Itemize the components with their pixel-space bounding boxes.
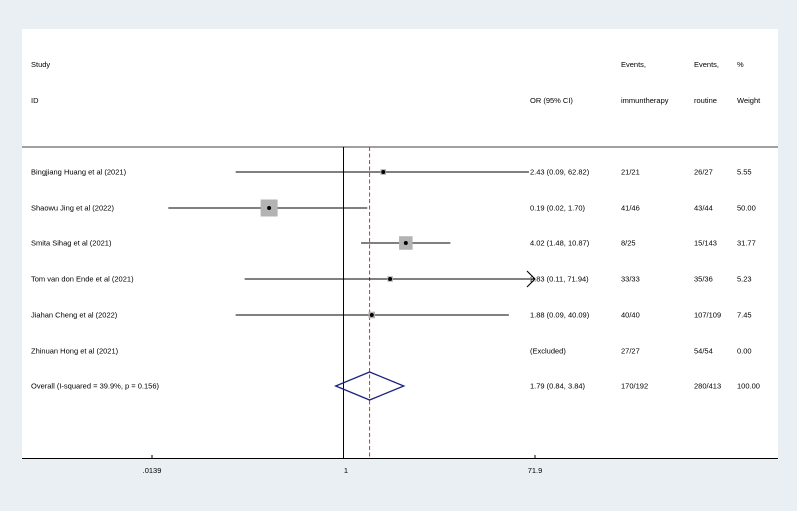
header-events-routine-2: routine bbox=[694, 96, 717, 105]
overall-diamond bbox=[334, 371, 406, 401]
x-tick-label: 71.9 bbox=[527, 466, 543, 475]
or-ci-value: 2.43 (0.09, 62.82) bbox=[530, 168, 590, 177]
overall-events-routine: 280/413 bbox=[694, 382, 721, 391]
events-routine-value: 107/109 bbox=[694, 311, 721, 320]
weight-value: 31.77 bbox=[737, 239, 756, 248]
events-immuno-value: 33/33 bbox=[621, 275, 640, 284]
forest-rows: Bingjiang Huang et al (2021) 2.43 (0.09, … bbox=[31, 168, 760, 391]
header-or-ci: OR (95% CI) bbox=[530, 96, 573, 105]
point-estimate bbox=[369, 313, 374, 317]
events-routine-value: 43/44 bbox=[694, 204, 713, 213]
forest-plot-panel: Study ID OR (95% CI) Events, immuntherap… bbox=[22, 29, 778, 459]
study-label: Smita Sihag et al (2021) bbox=[31, 239, 112, 248]
weight-value: 50.00 bbox=[737, 204, 756, 213]
events-routine-value: 54/54 bbox=[694, 347, 713, 356]
overall-events-immuno: 170/192 bbox=[621, 382, 648, 391]
header-events-immuno-1: Events, bbox=[621, 60, 646, 69]
point-estimate bbox=[388, 277, 393, 281]
header-study: Study bbox=[31, 60, 50, 69]
header-id: ID bbox=[31, 96, 39, 105]
events-immuno-value: 41/46 bbox=[621, 204, 640, 213]
weight-value: 5.55 bbox=[737, 168, 752, 177]
study-label: Zhinuan Hong et al (2021) bbox=[31, 347, 119, 356]
events-immuno-value: 27/27 bbox=[621, 347, 640, 356]
header-weight-2: Weight bbox=[737, 96, 761, 105]
overall-label: Overall (I-squared = 39.9%, p = 0.156) bbox=[31, 382, 159, 391]
point-estimate bbox=[403, 241, 408, 245]
overall-or-ci-value: 1.79 (0.84, 3.84) bbox=[530, 382, 586, 391]
study-label: Tom van don Ende et al (2021) bbox=[31, 275, 134, 284]
weight-value: 5.23 bbox=[737, 275, 752, 284]
or-ci-value: 1.88 (0.09, 40.09) bbox=[530, 311, 590, 320]
or-ci-value: 4.02 (1.48, 10.87) bbox=[530, 239, 590, 248]
header-events-routine-1: Events, bbox=[694, 60, 719, 69]
weight-value: 7.45 bbox=[737, 311, 752, 320]
x-tick-label: 1 bbox=[343, 466, 349, 475]
ci-arrow bbox=[526, 270, 536, 288]
or-ci-value: 0.19 (0.02, 1.70) bbox=[530, 204, 586, 213]
table-header: Study ID OR (95% CI) Events, immuntherap… bbox=[31, 60, 761, 105]
x-tick-labels: .0139 1 71.9 bbox=[22, 466, 778, 480]
weight-value: 0.00 bbox=[737, 347, 752, 356]
events-routine-value: 35/36 bbox=[694, 275, 713, 284]
events-routine-value: 15/143 bbox=[694, 239, 717, 248]
x-axis bbox=[22, 455, 778, 459]
or-ci-value: 2.83 (0.11, 71.94) bbox=[530, 275, 589, 284]
header-weight-1: % bbox=[737, 60, 744, 69]
or-ci-value: (Excluded) bbox=[530, 347, 566, 356]
events-immuno-value: 40/40 bbox=[621, 311, 640, 320]
study-label: Jiahan Cheng et al (2022) bbox=[31, 311, 118, 320]
overall-weight-value: 100.00 bbox=[737, 382, 760, 391]
events-immuno-value: 8/25 bbox=[621, 239, 636, 248]
forest-plot: Study ID OR (95% CI) Events, immuntherap… bbox=[22, 60, 778, 459]
study-label: Shaowu Jing et al (2022) bbox=[31, 204, 114, 213]
x-tick-label: .0139 bbox=[142, 466, 162, 475]
forest-marks bbox=[168, 147, 536, 459]
point-estimate bbox=[267, 206, 272, 210]
header-events-immuno-2: immuntherapy bbox=[621, 96, 669, 105]
events-immuno-value: 21/21 bbox=[621, 168, 640, 177]
study-label: Bingjiang Huang et al (2021) bbox=[31, 168, 127, 177]
point-estimate bbox=[381, 170, 386, 174]
events-routine-value: 26/27 bbox=[694, 168, 713, 177]
